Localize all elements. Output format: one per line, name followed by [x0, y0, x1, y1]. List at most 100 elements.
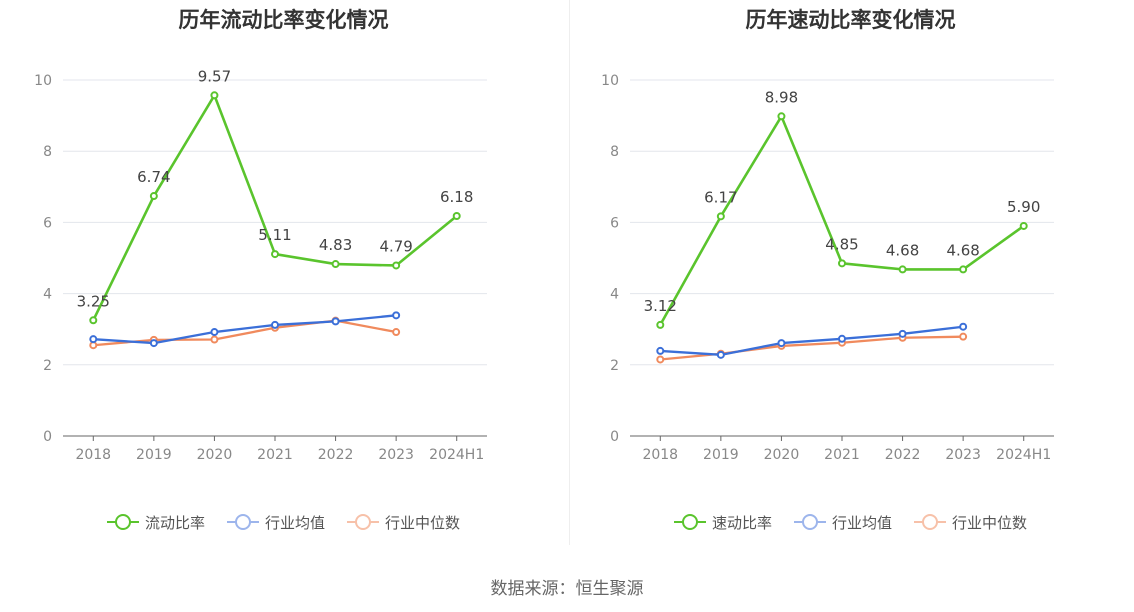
- y-tick-label: 0: [610, 429, 619, 445]
- data-label: 4.68: [946, 241, 979, 259]
- data-point[interactable]: [898, 265, 907, 274]
- y-tick-label: 8: [610, 144, 619, 160]
- data-point[interactable]: [838, 334, 846, 343]
- quick-ratio-plot: 0 2 4 6 8 10 2018 2019 2020 2021 2022 2023 2024H1 3.1…: [601, 73, 1054, 463]
- data-point[interactable]: [656, 355, 665, 364]
- chart-title: 历年速动比率变化情况: [745, 8, 956, 32]
- data-label: 8.98: [765, 88, 798, 106]
- legend-label: 行业均值: [264, 513, 325, 532]
- data-label: 9.57: [198, 67, 231, 85]
- data-point[interactable]: [452, 211, 461, 220]
- data-label: 6.74: [137, 168, 170, 186]
- data-point[interactable]: [898, 329, 907, 338]
- data-point[interactable]: [210, 335, 219, 344]
- data-label: 5.11: [258, 226, 291, 244]
- data-point[interactable]: [392, 328, 401, 337]
- x-tick-label: 2022: [318, 447, 354, 463]
- legend-marker-icon: [106, 514, 139, 530]
- data-point[interactable]: [959, 265, 968, 274]
- y-tick-label: 4: [43, 287, 52, 303]
- data-point[interactable]: [716, 350, 725, 359]
- current-ratio-plot: 0 2 4 6 8 10 2018 2019 2020 2021 2022 2023 2024H1 3.2…: [34, 67, 487, 463]
- data-point[interactable]: [777, 339, 786, 348]
- data-label: 6.17: [704, 188, 737, 206]
- legend-label: 速动比率: [711, 513, 772, 532]
- y-tick-label: 2: [610, 358, 619, 374]
- x-tick-label: 2023: [378, 447, 414, 463]
- series-line: [93, 314, 397, 345]
- x-tick-label: 2020: [197, 447, 233, 463]
- data-point[interactable]: [716, 212, 725, 221]
- x-tick-label: 2021: [257, 447, 293, 463]
- legend-marker-icon: [226, 514, 259, 530]
- data-point[interactable]: [838, 259, 846, 268]
- data-point[interactable]: [331, 317, 340, 326]
- legend-item-industry-median[interactable]: 行业中位数: [347, 512, 460, 533]
- y-tick-label: 6: [43, 215, 52, 231]
- x-tick-label: 2018: [75, 447, 111, 463]
- y-tick-label: 8: [43, 144, 52, 160]
- y-tick-label: 10: [34, 73, 52, 89]
- x-tick-label: 2019: [136, 447, 172, 463]
- x-tick-label: 2023: [945, 447, 981, 463]
- y-tick-label: 10: [601, 73, 619, 89]
- data-point[interactable]: [1019, 221, 1028, 230]
- legend-item-industry-average[interactable]: 行业均值: [226, 512, 325, 533]
- x-tick-label: 2021: [824, 447, 860, 463]
- data-point[interactable]: [392, 311, 401, 320]
- legend-label: 行业中位数: [952, 513, 1028, 532]
- data-point[interactable]: [777, 112, 786, 121]
- data-point[interactable]: [149, 192, 158, 201]
- y-tick-label: 0: [43, 429, 52, 445]
- legend-marker-icon: [347, 514, 379, 530]
- legend-label: 行业均值: [831, 513, 892, 532]
- x-tick-label: 2022: [885, 447, 921, 463]
- data-label: 6.18: [440, 188, 473, 206]
- current-ratio-chart: 历年流动比率变化情况 0 2 4 6 8 10 2018 2019 2020 2021 2022 20…: [0, 0, 567, 560]
- legend-label: 流动比率: [144, 513, 205, 532]
- data-source-note: 数据来源：恒生聚源: [490, 579, 644, 599]
- data-point[interactable]: [149, 339, 158, 348]
- legend-marker-icon: [673, 514, 706, 530]
- data-point[interactable]: [656, 320, 665, 329]
- data-label: 5.90: [1007, 198, 1040, 216]
- data-point[interactable]: [656, 346, 665, 355]
- legend-item-industry-median[interactable]: 行业中位数: [914, 512, 1027, 533]
- quick-ratio-chart: 历年速动比率变化情况 0 2 4 6 8 10 2018 2019 2020 2021 2022 20…: [567, 0, 1134, 560]
- y-tick-label: 4: [610, 287, 619, 303]
- series-line: [660, 325, 964, 356]
- data-point[interactable]: [271, 250, 279, 259]
- legend-marker-icon: [914, 514, 946, 530]
- data-point[interactable]: [331, 260, 340, 269]
- x-tick-label: 2024H1: [429, 447, 484, 463]
- chart-legend: 速动比率 行业均值 行业中位数: [567, 511, 1134, 533]
- data-point[interactable]: [959, 332, 968, 341]
- legend-label: 行业中位数: [385, 513, 461, 532]
- data-label: 4.85: [825, 235, 858, 253]
- y-tick-label: 2: [43, 358, 52, 374]
- data-point[interactable]: [89, 316, 98, 325]
- data-label: 4.83: [319, 236, 352, 254]
- data-label: 3.12: [644, 297, 677, 315]
- data-point[interactable]: [210, 328, 219, 337]
- panel-divider: [569, 0, 570, 545]
- data-point[interactable]: [271, 320, 279, 329]
- chart-legend: 流动比率 行业均值 行业中位数: [0, 511, 567, 533]
- legend-item-industry-average[interactable]: 行业均值: [793, 512, 892, 533]
- legend-marker-icon: [793, 514, 826, 530]
- data-point[interactable]: [959, 322, 968, 331]
- x-tick-label: 2019: [703, 447, 739, 463]
- chart-title: 历年流动比率变化情况: [178, 8, 389, 32]
- legend-item-quick-ratio[interactable]: 速动比率: [673, 512, 772, 533]
- data-label: 4.68: [886, 241, 919, 259]
- data-label: 3.25: [77, 292, 110, 310]
- data-point[interactable]: [392, 261, 401, 270]
- x-tick-label: 2020: [764, 447, 800, 463]
- data-label: 4.79: [379, 237, 412, 255]
- legend-item-current-ratio[interactable]: 流动比率: [106, 512, 205, 533]
- series-line: [92, 94, 458, 321]
- x-tick-label: 2018: [642, 447, 678, 463]
- x-tick-label: 2024H1: [996, 447, 1051, 463]
- data-point[interactable]: [89, 335, 98, 344]
- data-point[interactable]: [210, 91, 219, 100]
